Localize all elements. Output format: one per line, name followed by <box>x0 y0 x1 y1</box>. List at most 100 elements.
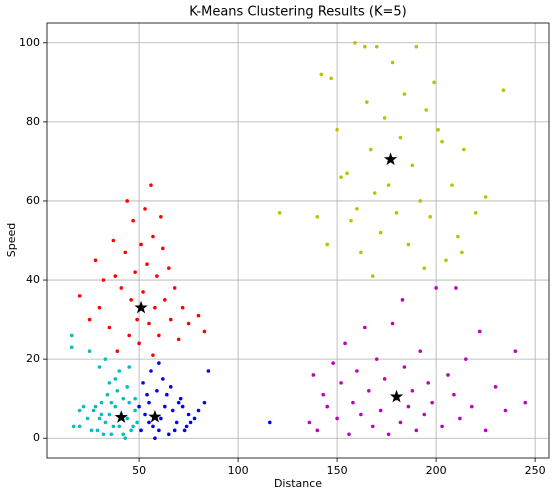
point <box>127 365 131 369</box>
point <box>370 424 375 429</box>
point <box>115 349 120 354</box>
point <box>343 341 347 346</box>
point <box>418 349 423 354</box>
point <box>107 381 112 385</box>
point <box>335 416 339 421</box>
point <box>311 373 316 377</box>
point <box>267 420 272 425</box>
point <box>133 408 137 413</box>
point <box>359 250 363 255</box>
point <box>103 420 108 425</box>
point <box>166 432 171 437</box>
point <box>440 139 444 144</box>
point <box>434 286 438 290</box>
point <box>473 211 478 215</box>
point <box>349 218 353 223</box>
point <box>390 321 395 326</box>
point <box>170 408 175 413</box>
point <box>161 377 165 381</box>
point <box>137 341 141 346</box>
point <box>458 416 462 421</box>
point <box>331 361 335 365</box>
point <box>166 266 171 270</box>
point <box>89 428 94 433</box>
point <box>355 369 359 373</box>
point <box>127 400 131 405</box>
point <box>87 317 92 322</box>
point <box>125 385 130 389</box>
point <box>456 234 460 239</box>
point <box>444 258 448 263</box>
point <box>365 100 369 104</box>
point <box>69 333 74 338</box>
point <box>129 298 133 302</box>
point <box>339 381 343 385</box>
point <box>165 392 169 397</box>
point <box>123 250 128 255</box>
point <box>109 432 114 437</box>
point <box>410 388 415 393</box>
point <box>450 183 454 187</box>
centroid <box>383 152 398 166</box>
point <box>386 432 391 437</box>
point <box>422 266 427 270</box>
x-tick-label: 200 <box>426 464 447 477</box>
point <box>117 369 122 373</box>
point <box>426 381 431 385</box>
point <box>477 329 482 334</box>
point <box>335 127 339 132</box>
point <box>101 432 106 437</box>
point <box>386 183 391 187</box>
point <box>406 242 411 247</box>
point <box>366 388 371 393</box>
point <box>153 436 157 441</box>
point <box>143 412 147 417</box>
point <box>321 392 326 397</box>
point <box>113 377 118 381</box>
point <box>402 92 407 96</box>
centroid <box>134 300 148 314</box>
point <box>363 44 367 49</box>
point <box>77 408 82 413</box>
point <box>133 270 137 274</box>
point <box>123 436 128 441</box>
point <box>113 404 118 409</box>
point <box>315 428 320 433</box>
point <box>307 420 312 425</box>
point <box>315 214 320 219</box>
point <box>414 428 419 433</box>
point <box>172 286 177 290</box>
point <box>85 416 90 421</box>
point <box>339 175 343 180</box>
point <box>163 404 167 409</box>
point <box>91 408 96 413</box>
point <box>147 420 151 425</box>
point <box>483 428 488 433</box>
point <box>440 424 444 429</box>
point <box>382 377 387 381</box>
point <box>422 412 427 417</box>
point <box>107 325 112 330</box>
point <box>149 183 153 187</box>
point <box>125 199 130 203</box>
point <box>77 424 82 429</box>
point <box>157 333 161 338</box>
point <box>418 199 423 203</box>
point <box>97 305 102 310</box>
point <box>69 345 74 350</box>
chart-title: K-Means Clustering Results (K=5) <box>189 5 406 20</box>
point <box>141 381 145 385</box>
point <box>176 400 181 405</box>
point <box>378 230 383 235</box>
point <box>523 400 528 405</box>
point <box>99 400 104 405</box>
point <box>139 428 143 433</box>
x-tick-label: 100 <box>228 464 249 477</box>
point <box>180 404 185 409</box>
point <box>121 396 126 401</box>
point <box>398 135 403 140</box>
point <box>147 400 151 405</box>
point <box>464 357 468 361</box>
